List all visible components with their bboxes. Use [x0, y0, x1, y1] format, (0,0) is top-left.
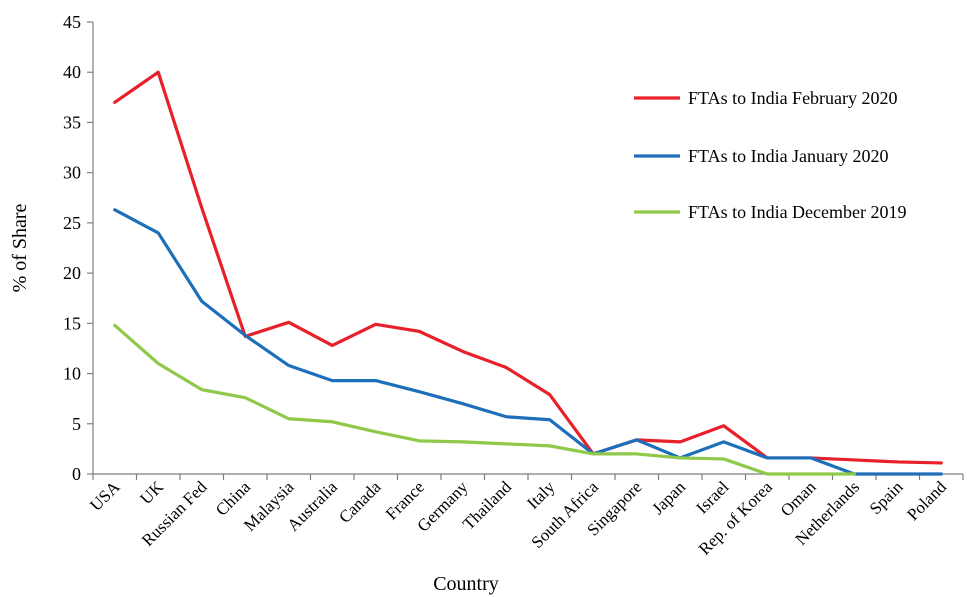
y-tick-label: 20 — [63, 263, 81, 283]
x-tick-label: Poland — [903, 477, 950, 524]
y-axis: 0 5 10 15 20 25 30 35 40 45 — [63, 12, 94, 484]
series-lines — [113, 70, 943, 476]
series-line-1 — [113, 70, 943, 465]
series-line-2 — [113, 208, 943, 476]
x-tick-label: Israel — [692, 477, 732, 517]
x-tick-label: Japan — [648, 477, 689, 518]
legend-label-2: FTAs to India January 2020 — [688, 146, 889, 166]
y-tick-label: 30 — [63, 163, 81, 183]
x-tick-label: Thailand — [459, 477, 516, 534]
y-tick-label: 35 — [63, 112, 81, 132]
y-tick-label: 25 — [63, 213, 81, 233]
y-tick-label: 15 — [63, 313, 81, 333]
y-tick-label: 40 — [63, 62, 81, 82]
y-tick-label: 0 — [72, 464, 81, 484]
x-tick-label: USA — [86, 477, 124, 515]
x-tick-label: Italy — [523, 477, 559, 513]
y-tick-label: 10 — [63, 364, 81, 384]
x-tick-label: UK — [136, 477, 167, 508]
x-axis-title: Country — [433, 573, 499, 595]
y-axis-title: % of Share — [9, 203, 31, 292]
x-tick-label: Canada — [335, 477, 385, 527]
x-tick-label: Spain — [866, 477, 907, 518]
legend-label-3: FTAs to India December 2019 — [688, 202, 907, 222]
legend: FTAs to India February 2020 FTAs to India… — [634, 88, 907, 222]
y-tick-label: 45 — [63, 12, 81, 32]
y-tick-label: 5 — [72, 414, 81, 434]
legend-label-1: FTAs to India February 2020 — [688, 88, 898, 108]
series-line-3 — [113, 323, 856, 476]
